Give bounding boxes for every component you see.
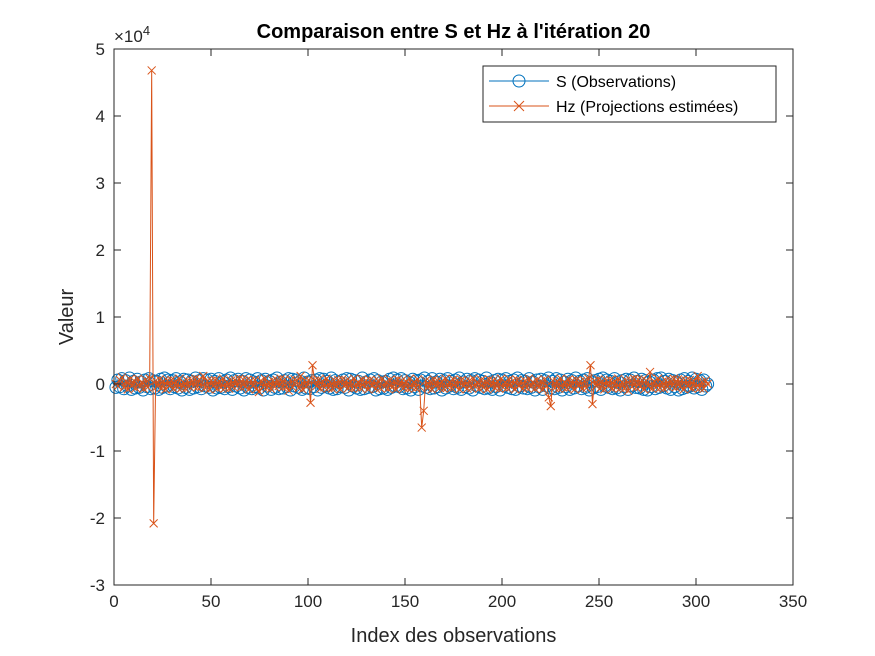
marker-hz bbox=[208, 381, 218, 391]
marker-hz bbox=[506, 382, 516, 392]
marker-s bbox=[697, 373, 711, 387]
marker-hz bbox=[149, 519, 159, 528]
marker-hz bbox=[609, 376, 619, 386]
x-tick-label: 300 bbox=[682, 592, 710, 611]
marker-hz bbox=[584, 374, 593, 383]
legend-marker-s bbox=[512, 74, 526, 88]
x-tick-label: 250 bbox=[585, 592, 613, 611]
marker-hz bbox=[308, 360, 317, 370]
marker-hz bbox=[544, 393, 554, 402]
y-axis-label: Valeur bbox=[56, 288, 78, 345]
marker-hz bbox=[296, 371, 305, 381]
marker-hz bbox=[649, 376, 659, 386]
y-tick-label: 3 bbox=[96, 174, 105, 193]
marker-hz bbox=[306, 398, 315, 408]
x-tick-label: 200 bbox=[488, 592, 516, 611]
legend-box bbox=[482, 65, 777, 123]
marker-hz bbox=[165, 381, 174, 391]
marker-hz bbox=[699, 384, 709, 394]
marker-hz bbox=[641, 376, 651, 386]
y-exponent-label: ×104 bbox=[114, 23, 150, 47]
marker-hz bbox=[331, 382, 341, 392]
chart-title: Comparaison entre S et Hz à l'itération … bbox=[257, 21, 651, 43]
marker-hz bbox=[582, 383, 591, 393]
y-tick-label: 5 bbox=[96, 40, 105, 59]
exponent-base: ×10 bbox=[114, 27, 143, 46]
marker-hz bbox=[588, 399, 597, 409]
marker-hz bbox=[643, 381, 653, 391]
legend-x-glyph bbox=[513, 100, 525, 112]
marker-hz bbox=[353, 377, 363, 387]
legend-label-s: S (Observations) bbox=[556, 74, 676, 91]
x-axis-label: Index des observations bbox=[351, 625, 557, 647]
marker-hz bbox=[145, 374, 155, 383]
marker-hz bbox=[500, 377, 510, 387]
marker-hz bbox=[566, 382, 575, 392]
axes-background bbox=[114, 49, 793, 585]
marker-hz bbox=[419, 406, 429, 416]
marker-hz bbox=[451, 382, 460, 392]
marker-hz bbox=[693, 371, 703, 381]
marker-hz bbox=[318, 376, 327, 386]
y-tick-label: 2 bbox=[96, 241, 105, 260]
plot-area: 0 50 100 150 200 250 300 350 -3 -2 -1 0 1 2 3 4 5 bbox=[90, 40, 807, 611]
x-tick-label: 50 bbox=[202, 592, 221, 611]
y-tick-label: -3 bbox=[90, 576, 105, 595]
legend: S (Observations) Hz (Projections estimée… bbox=[482, 65, 777, 123]
legend-label-hz: Hz (Projections estimées) bbox=[556, 99, 738, 116]
marker-hz bbox=[445, 377, 454, 387]
marker-hz bbox=[198, 371, 208, 381]
marker-hz bbox=[689, 376, 699, 386]
marker-hz bbox=[171, 376, 180, 386]
x-tick-label: 100 bbox=[294, 592, 322, 611]
marker-hz bbox=[586, 360, 595, 370]
marker-hz bbox=[560, 377, 570, 387]
y-tick-label: -2 bbox=[90, 509, 105, 528]
y-tick-label: -1 bbox=[90, 442, 105, 461]
marker-hz bbox=[254, 387, 264, 397]
marker-hz bbox=[147, 66, 157, 75]
marker-hz bbox=[417, 423, 427, 432]
marker-hz bbox=[359, 382, 369, 392]
x-tick-label: 150 bbox=[391, 592, 419, 611]
series-hz bbox=[111, 66, 712, 528]
marker-hz bbox=[214, 376, 224, 386]
y-tick-label: 1 bbox=[96, 308, 105, 327]
marker-hz bbox=[703, 379, 712, 389]
ticks-layer: 0 50 100 150 200 250 300 350 -3 -2 -1 0 1 2 3 4 5 bbox=[90, 40, 807, 611]
marker-hz bbox=[298, 385, 307, 394]
marker-hz bbox=[302, 382, 311, 392]
exponent-power: 4 bbox=[143, 23, 150, 38]
marker-hz bbox=[312, 381, 321, 391]
marker-hz bbox=[604, 381, 613, 391]
marker-hz bbox=[113, 381, 123, 391]
y-tick-label: 0 bbox=[96, 375, 105, 394]
legend-marker-hz bbox=[513, 100, 525, 112]
marker-hz bbox=[683, 381, 693, 391]
marker-hz bbox=[645, 367, 655, 377]
marker-hz bbox=[292, 376, 301, 386]
series-layer bbox=[109, 66, 715, 528]
marker-hz bbox=[540, 374, 550, 384]
x-tick-label: 0 bbox=[109, 592, 118, 611]
marker-hz bbox=[546, 401, 556, 411]
marker-hz bbox=[143, 382, 153, 392]
marker-hz bbox=[409, 377, 419, 387]
marker-hz bbox=[413, 374, 423, 384]
y-tick-label: 4 bbox=[96, 107, 105, 126]
x-tick-label: 350 bbox=[779, 592, 807, 611]
